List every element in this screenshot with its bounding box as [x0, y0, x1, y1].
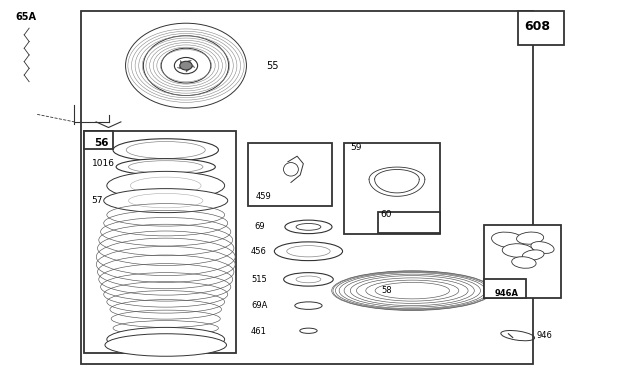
Ellipse shape: [180, 61, 192, 70]
Text: 65A: 65A: [16, 12, 37, 22]
Ellipse shape: [174, 57, 198, 74]
Ellipse shape: [531, 242, 554, 254]
Text: 59: 59: [350, 142, 362, 152]
Bar: [81, 11, 533, 364]
Ellipse shape: [107, 327, 224, 351]
Ellipse shape: [284, 273, 334, 286]
Text: 57: 57: [92, 196, 104, 205]
Ellipse shape: [113, 139, 218, 161]
Ellipse shape: [516, 232, 544, 244]
Ellipse shape: [104, 189, 228, 213]
Ellipse shape: [116, 159, 215, 175]
Text: 69: 69: [254, 222, 265, 231]
Bar: [484, 225, 561, 298]
Ellipse shape: [502, 244, 533, 257]
Ellipse shape: [285, 220, 332, 234]
Bar: [248, 142, 332, 206]
Bar: [248, 49, 369, 341]
Bar: [518, 11, 564, 45]
Ellipse shape: [161, 48, 211, 83]
Text: 1016: 1016: [92, 159, 115, 168]
Text: 461: 461: [251, 327, 267, 336]
Ellipse shape: [512, 257, 536, 268]
Ellipse shape: [125, 23, 247, 108]
Text: 55: 55: [267, 61, 279, 70]
Ellipse shape: [296, 224, 321, 230]
Text: 946: 946: [536, 331, 552, 340]
Text: eReplacementParts.com: eReplacementParts.com: [213, 181, 383, 194]
Ellipse shape: [143, 36, 229, 96]
Ellipse shape: [295, 302, 322, 309]
Ellipse shape: [523, 250, 544, 260]
Text: 69A: 69A: [251, 301, 267, 310]
Ellipse shape: [107, 171, 224, 200]
Bar: [84, 131, 236, 352]
Text: 515: 515: [251, 275, 267, 284]
Ellipse shape: [105, 334, 226, 356]
Ellipse shape: [492, 232, 525, 248]
Text: 56: 56: [94, 138, 109, 148]
Bar: [484, 279, 526, 298]
Ellipse shape: [300, 328, 317, 333]
Bar: [378, 212, 440, 232]
Text: 946A: 946A: [495, 289, 518, 298]
Text: 58: 58: [381, 286, 392, 295]
Text: 608: 608: [524, 21, 550, 33]
Bar: [84, 131, 113, 149]
Bar: [344, 142, 440, 234]
Ellipse shape: [108, 11, 264, 120]
Ellipse shape: [275, 242, 343, 261]
Text: 60: 60: [381, 210, 392, 219]
Text: 459: 459: [256, 192, 272, 201]
Text: 456: 456: [251, 247, 267, 256]
